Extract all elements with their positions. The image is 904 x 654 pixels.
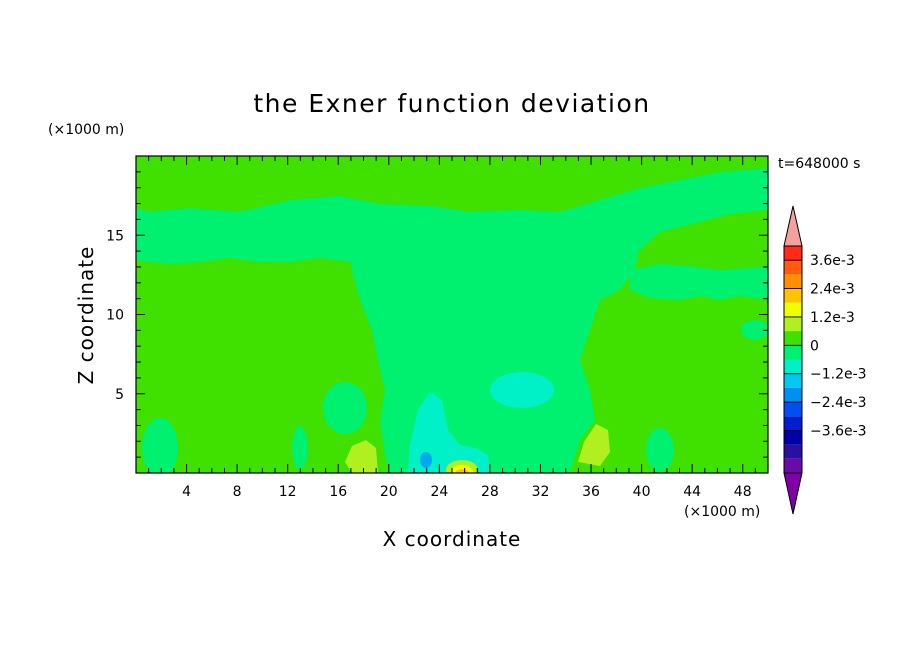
colorbar-box <box>784 288 802 303</box>
colorbar-box <box>784 387 802 403</box>
colorbar-box <box>784 274 802 289</box>
colorbar-box <box>784 260 802 275</box>
y-tick-label: 15 <box>106 228 124 244</box>
x-tick-label: 24 <box>430 484 448 500</box>
x-unit-label: (×1000 m) <box>684 504 760 520</box>
positive-spot-1 <box>345 440 378 473</box>
colorbar-box <box>784 246 802 261</box>
right-negative-lobe <box>630 264 768 300</box>
x-tick-label: 8 <box>233 484 242 500</box>
positive-spot-2 <box>578 424 610 466</box>
cyan-patch-right <box>490 372 554 408</box>
colorbar: 3.6e-3 2.4e-3 1.2e-3 0 −1.2e-3 −2.4e-3 −3.6e-3 <box>783 205 867 515</box>
x-tick-label: 48 <box>734 484 752 500</box>
chart-title: the Exner function deviation <box>253 89 650 118</box>
x-tick-label: 28 <box>481 484 499 500</box>
x-tick-label: 32 <box>532 484 550 500</box>
colorbar-box <box>784 402 802 417</box>
colorbar-box <box>784 331 802 346</box>
x-tick-label: 36 <box>582 484 600 500</box>
left-bubble-3 <box>292 426 308 470</box>
x-tick-label: 16 <box>329 484 347 500</box>
colorbar-top-arrow <box>783 205 803 247</box>
left-bubble-4 <box>646 428 674 472</box>
max-spot-core <box>455 469 469 473</box>
colorbar-label: 2.4e-3 <box>810 282 855 298</box>
right-side-bubble <box>741 320 768 340</box>
left-bubble-2 <box>323 382 367 434</box>
colorbar-box <box>784 430 802 445</box>
colorbar-box <box>784 458 802 473</box>
colorbar-label: 3.6e-3 <box>810 253 855 269</box>
colorbar-label: −2.4e-3 <box>810 395 867 411</box>
colorbar-bottom-arrow <box>783 472 803 515</box>
colorbar-box <box>784 345 802 360</box>
colorbar-label: 0 <box>810 338 819 354</box>
x-axis-ticks: 4 8 12 16 20 24 28 32 36 40 44 48 <box>148 156 756 500</box>
x-tick-label: 4 <box>182 484 191 500</box>
colorbar-frame <box>783 245 803 474</box>
y-unit-label: (×1000 m) <box>48 122 124 138</box>
colorbar-label: −3.6e-3 <box>810 423 867 439</box>
x-axis-label: X coordinate <box>383 527 522 551</box>
left-bubble-1 <box>142 418 178 473</box>
time-label: t=648000 s <box>778 156 860 172</box>
colorbar-box <box>784 444 802 459</box>
colorbar-label: 1.2e-3 <box>810 310 855 326</box>
y-tick-label: 5 <box>115 387 124 403</box>
blue-spot <box>420 452 432 468</box>
colorbar-box <box>784 373 802 388</box>
colorbar-box <box>784 359 802 374</box>
x-tick-label: 40 <box>633 484 651 500</box>
y-axis-ticks: 5 10 15 <box>106 171 768 458</box>
colorbar-box <box>784 316 802 332</box>
x-tick-label: 20 <box>380 484 398 500</box>
x-tick-label: 12 <box>279 484 297 500</box>
x-tick-label: 44 <box>683 484 701 500</box>
y-tick-label: 10 <box>106 308 124 324</box>
contour-field <box>136 156 768 473</box>
colorbar-box <box>784 302 802 317</box>
y-axis-label: Z coordinate <box>74 246 98 385</box>
colorbar-label: −1.2e-3 <box>810 367 867 383</box>
colorbar-box <box>784 416 802 431</box>
